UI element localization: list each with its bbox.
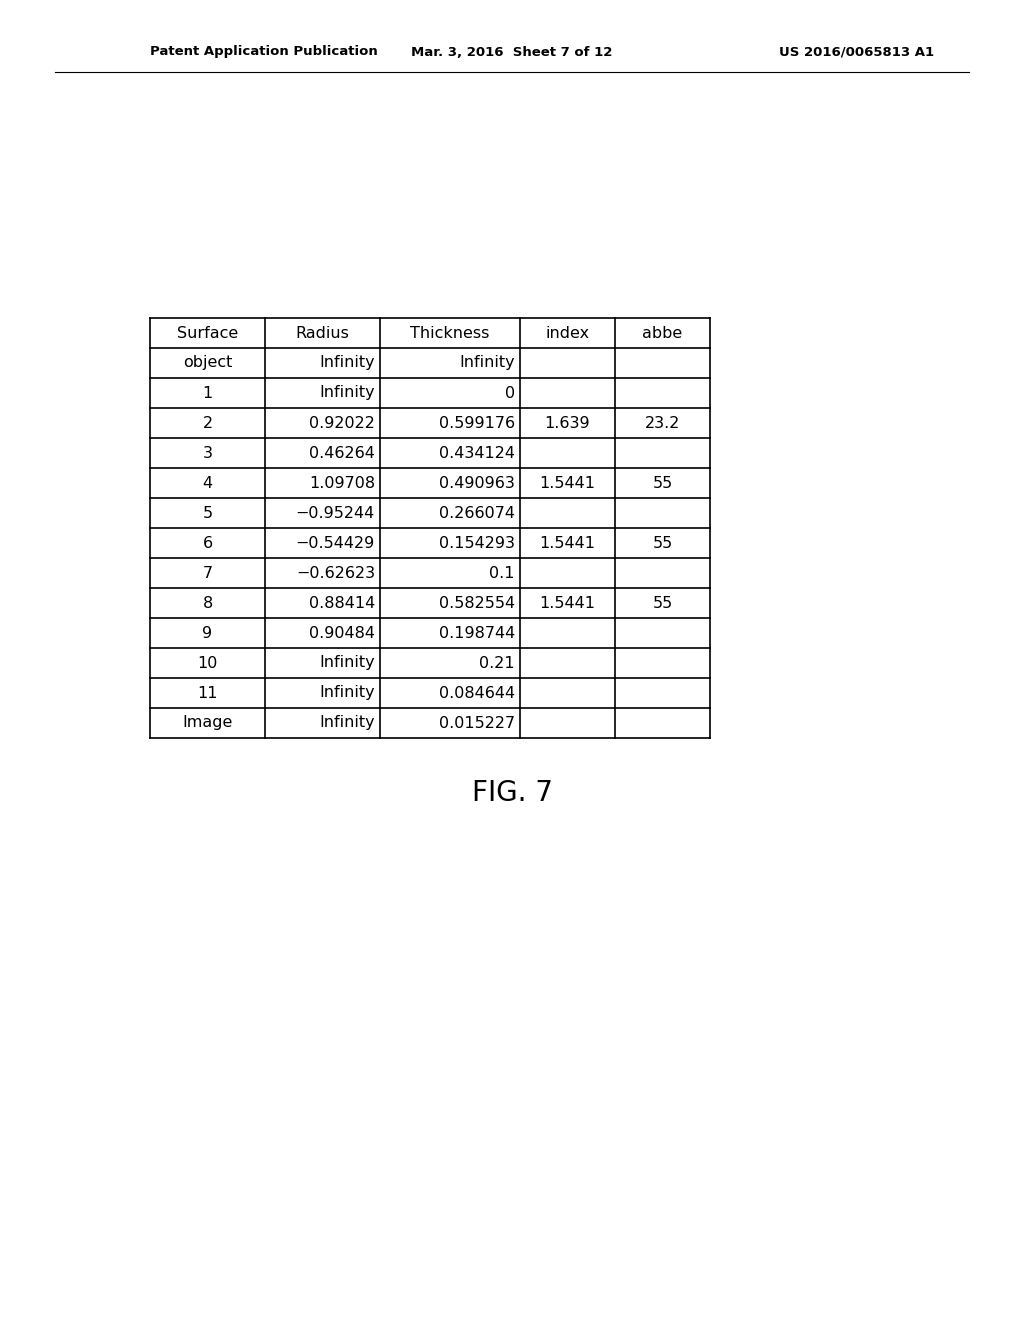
Text: Patent Application Publication: Patent Application Publication — [150, 45, 378, 58]
Text: 0.88414: 0.88414 — [309, 595, 375, 610]
Text: 1: 1 — [203, 385, 213, 400]
Text: 0.154293: 0.154293 — [439, 536, 515, 550]
Text: 10: 10 — [198, 656, 218, 671]
Text: 0.599176: 0.599176 — [439, 416, 515, 430]
Text: 0: 0 — [505, 385, 515, 400]
Text: 5: 5 — [203, 506, 213, 520]
Text: Infinity: Infinity — [319, 715, 375, 730]
Text: 55: 55 — [652, 536, 673, 550]
Text: −0.54429: −0.54429 — [296, 536, 375, 550]
Text: 0.582554: 0.582554 — [439, 595, 515, 610]
Text: 0.490963: 0.490963 — [439, 475, 515, 491]
Text: 1.5441: 1.5441 — [540, 595, 596, 610]
Text: US 2016/0065813 A1: US 2016/0065813 A1 — [779, 45, 934, 58]
Text: FIG. 7: FIG. 7 — [471, 779, 553, 807]
Text: 1.09708: 1.09708 — [309, 475, 375, 491]
Text: Thickness: Thickness — [411, 326, 489, 341]
Text: Infinity: Infinity — [319, 355, 375, 371]
Text: 1.5441: 1.5441 — [540, 475, 596, 491]
Text: Mar. 3, 2016  Sheet 7 of 12: Mar. 3, 2016 Sheet 7 of 12 — [412, 45, 612, 58]
Text: Radius: Radius — [296, 326, 349, 341]
Text: 55: 55 — [652, 475, 673, 491]
Text: 1.639: 1.639 — [545, 416, 590, 430]
Text: object: object — [183, 355, 232, 371]
Text: 7: 7 — [203, 565, 213, 581]
Text: 1.5441: 1.5441 — [540, 536, 596, 550]
Text: 4: 4 — [203, 475, 213, 491]
Text: index: index — [546, 326, 590, 341]
Text: 8: 8 — [203, 595, 213, 610]
Text: 0.46264: 0.46264 — [309, 446, 375, 461]
Text: 6: 6 — [203, 536, 213, 550]
Text: Infinity: Infinity — [319, 685, 375, 701]
Text: 3: 3 — [203, 446, 213, 461]
Text: 0.21: 0.21 — [479, 656, 515, 671]
Text: Surface: Surface — [177, 326, 239, 341]
Text: 9: 9 — [203, 626, 213, 640]
Text: 55: 55 — [652, 595, 673, 610]
Text: 0.92022: 0.92022 — [309, 416, 375, 430]
Text: Infinity: Infinity — [460, 355, 515, 371]
Text: 23.2: 23.2 — [645, 416, 680, 430]
Text: 0.015227: 0.015227 — [439, 715, 515, 730]
Text: Infinity: Infinity — [319, 385, 375, 400]
Text: 2: 2 — [203, 416, 213, 430]
Text: 0.198744: 0.198744 — [438, 626, 515, 640]
Text: 11: 11 — [198, 685, 218, 701]
Text: 0.084644: 0.084644 — [439, 685, 515, 701]
Text: abbe: abbe — [642, 326, 683, 341]
Text: Infinity: Infinity — [319, 656, 375, 671]
Text: 0.266074: 0.266074 — [439, 506, 515, 520]
Text: −0.95244: −0.95244 — [296, 506, 375, 520]
Text: 0.434124: 0.434124 — [439, 446, 515, 461]
Text: −0.62623: −0.62623 — [296, 565, 375, 581]
Text: 0.90484: 0.90484 — [309, 626, 375, 640]
Text: 0.1: 0.1 — [489, 565, 515, 581]
Text: Image: Image — [182, 715, 232, 730]
